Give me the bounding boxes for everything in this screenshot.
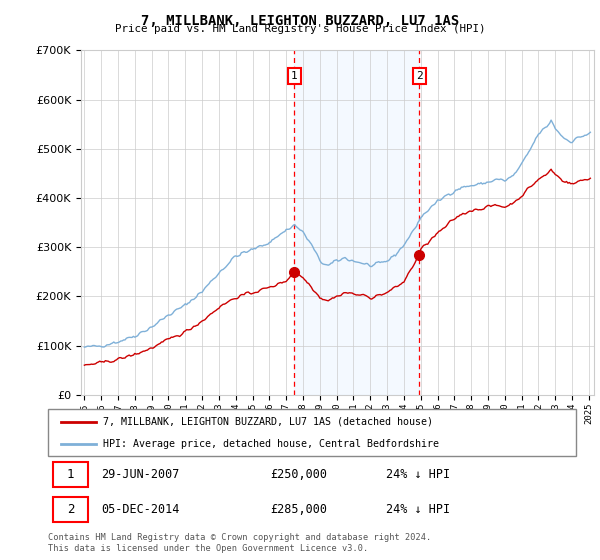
- Text: 7, MILLBANK, LEIGHTON BUZZARD, LU7 1AS (detached house): 7, MILLBANK, LEIGHTON BUZZARD, LU7 1AS (…: [103, 417, 433, 427]
- Text: 05-DEC-2014: 05-DEC-2014: [101, 503, 179, 516]
- Text: 1: 1: [67, 468, 74, 481]
- Text: HPI: Average price, detached house, Central Bedfordshire: HPI: Average price, detached house, Cent…: [103, 438, 439, 449]
- Text: 2: 2: [67, 503, 74, 516]
- Text: Price paid vs. HM Land Registry's House Price Index (HPI): Price paid vs. HM Land Registry's House …: [115, 24, 485, 34]
- Bar: [53, 497, 88, 522]
- Text: £250,000: £250,000: [270, 468, 327, 481]
- Bar: [295, 50, 419, 395]
- Text: 24% ↓ HPI: 24% ↓ HPI: [386, 468, 450, 481]
- Text: 1: 1: [291, 71, 298, 81]
- Text: 2: 2: [416, 71, 423, 81]
- Text: Contains HM Land Registry data © Crown copyright and database right 2024.
This d: Contains HM Land Registry data © Crown c…: [48, 533, 431, 553]
- Text: 7, MILLBANK, LEIGHTON BUZZARD, LU7 1AS: 7, MILLBANK, LEIGHTON BUZZARD, LU7 1AS: [141, 14, 459, 28]
- Text: 29-JUN-2007: 29-JUN-2007: [101, 468, 179, 481]
- Bar: [53, 462, 88, 487]
- Text: £285,000: £285,000: [270, 503, 327, 516]
- Text: 24% ↓ HPI: 24% ↓ HPI: [386, 503, 450, 516]
